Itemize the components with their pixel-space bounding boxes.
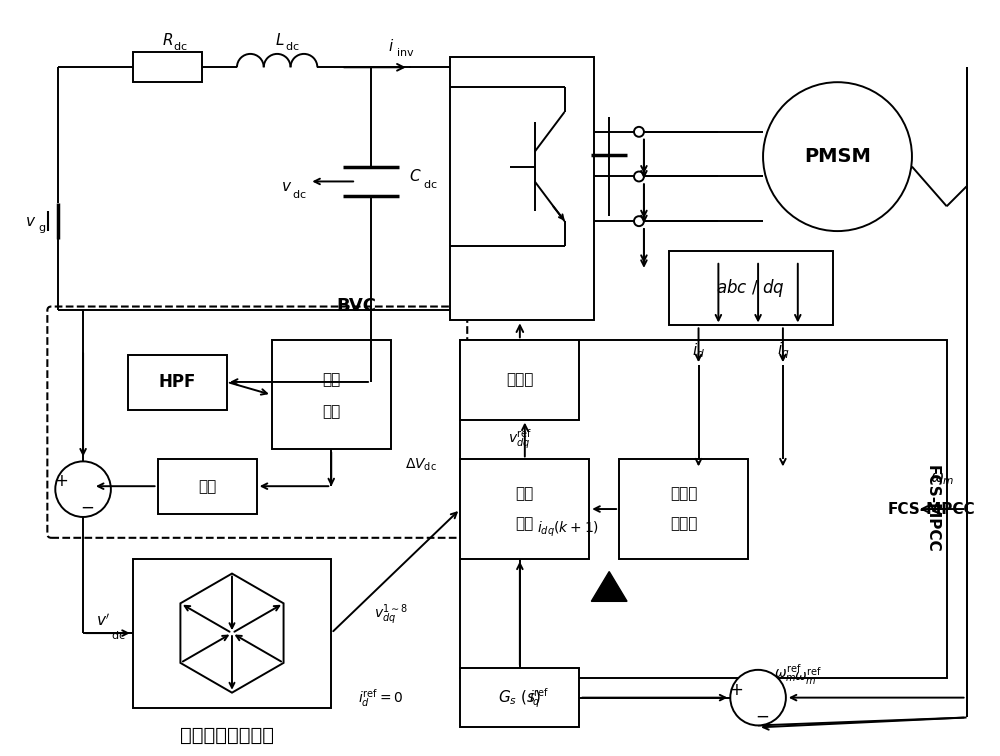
Text: 代价: 代价 [516, 487, 534, 502]
Text: +: + [729, 680, 743, 699]
Text: FCS-MPCC: FCS-MPCC [888, 501, 976, 516]
Text: $\Delta V_{\rm dc}$: $\Delta V_{\rm dc}$ [405, 456, 437, 472]
Text: $-$: $-$ [755, 707, 769, 724]
Text: $v_{dq}^{\rm ref}$: $v_{dq}^{\rm ref}$ [508, 428, 532, 451]
Text: $i_d$: $i_d$ [692, 341, 705, 360]
Polygon shape [591, 572, 627, 601]
Text: $\omega_m^{\rm ref}$: $\omega_m^{\rm ref}$ [774, 662, 802, 683]
Text: $i_q$: $i_q$ [777, 340, 789, 361]
Text: $L$: $L$ [275, 33, 284, 48]
Bar [460, 668, 579, 727]
Text: $\rm dc$: $\rm dc$ [285, 41, 300, 52]
Text: $i_{dq}(k+1)$: $i_{dq}(k+1)$ [537, 519, 599, 538]
Text: HPF: HPF [159, 373, 196, 391]
Text: $\rm dc$: $\rm dc$ [292, 188, 307, 200]
Text: 函数: 函数 [516, 516, 534, 531]
Bar [158, 460, 257, 514]
Text: FCS-MPCC: FCS-MPCC [924, 465, 939, 553]
Bar [460, 460, 589, 559]
Circle shape [730, 670, 786, 726]
Bar [450, 57, 594, 321]
Text: $C$: $C$ [409, 169, 422, 184]
Bar [460, 340, 579, 420]
Text: $v$: $v$ [281, 179, 292, 194]
Text: $G_s\ (s)$: $G_s\ (s)$ [498, 689, 541, 707]
Text: $\omega_m^{\rm ref}$: $\omega_m^{\rm ref}$ [794, 665, 822, 686]
Text: 测方程: 测方程 [670, 516, 697, 531]
Text: $v$: $v$ [25, 214, 36, 228]
Text: PMSM: PMSM [804, 147, 871, 166]
Text: 开关表: 开关表 [506, 373, 534, 388]
Text: 限幅: 限幅 [198, 479, 216, 494]
Text: $abc\ /\ dq$: $abc\ /\ dq$ [716, 277, 785, 299]
Text: 延时: 延时 [322, 373, 340, 388]
Bar [128, 355, 227, 410]
Text: BVC: BVC [336, 296, 376, 314]
Text: $\rm dc$: $\rm dc$ [423, 178, 438, 191]
Bar [460, 340, 947, 678]
Text: $i_d^{\rm ref}=0$: $i_d^{\rm ref}=0$ [358, 686, 404, 708]
Text: 计算基本电压矢量: 计算基本电压矢量 [180, 726, 274, 745]
Text: +: + [54, 472, 68, 490]
Text: $\rm g$: $\rm g$ [38, 223, 46, 235]
Text: $R$: $R$ [162, 33, 173, 48]
Circle shape [763, 82, 912, 231]
Text: $\rm dc$: $\rm dc$ [173, 41, 188, 52]
Bar [272, 340, 391, 450]
Text: $\omega_m$: $\omega_m$ [930, 472, 954, 487]
Circle shape [634, 216, 644, 226]
Bar [133, 559, 331, 708]
Text: $i_q^{\rm ref}$: $i_q^{\rm ref}$ [529, 686, 550, 710]
Bar [619, 460, 748, 559]
Text: $\rm inv$: $\rm inv$ [396, 46, 414, 58]
Text: 电流预: 电流预 [670, 487, 697, 502]
Text: $v'$: $v'$ [96, 613, 110, 630]
Bar [133, 52, 202, 82]
Text: 环节: 环节 [322, 404, 340, 420]
Circle shape [55, 461, 111, 517]
Text: $\rm dc$: $\rm dc$ [111, 629, 125, 641]
Text: $i$: $i$ [388, 39, 394, 54]
Text: $v_{dq}^{1\sim 8}$: $v_{dq}^{1\sim 8}$ [374, 603, 408, 627]
Bar [669, 251, 833, 325]
Text: $-$: $-$ [80, 498, 94, 516]
Circle shape [634, 172, 644, 181]
Circle shape [634, 127, 644, 137]
